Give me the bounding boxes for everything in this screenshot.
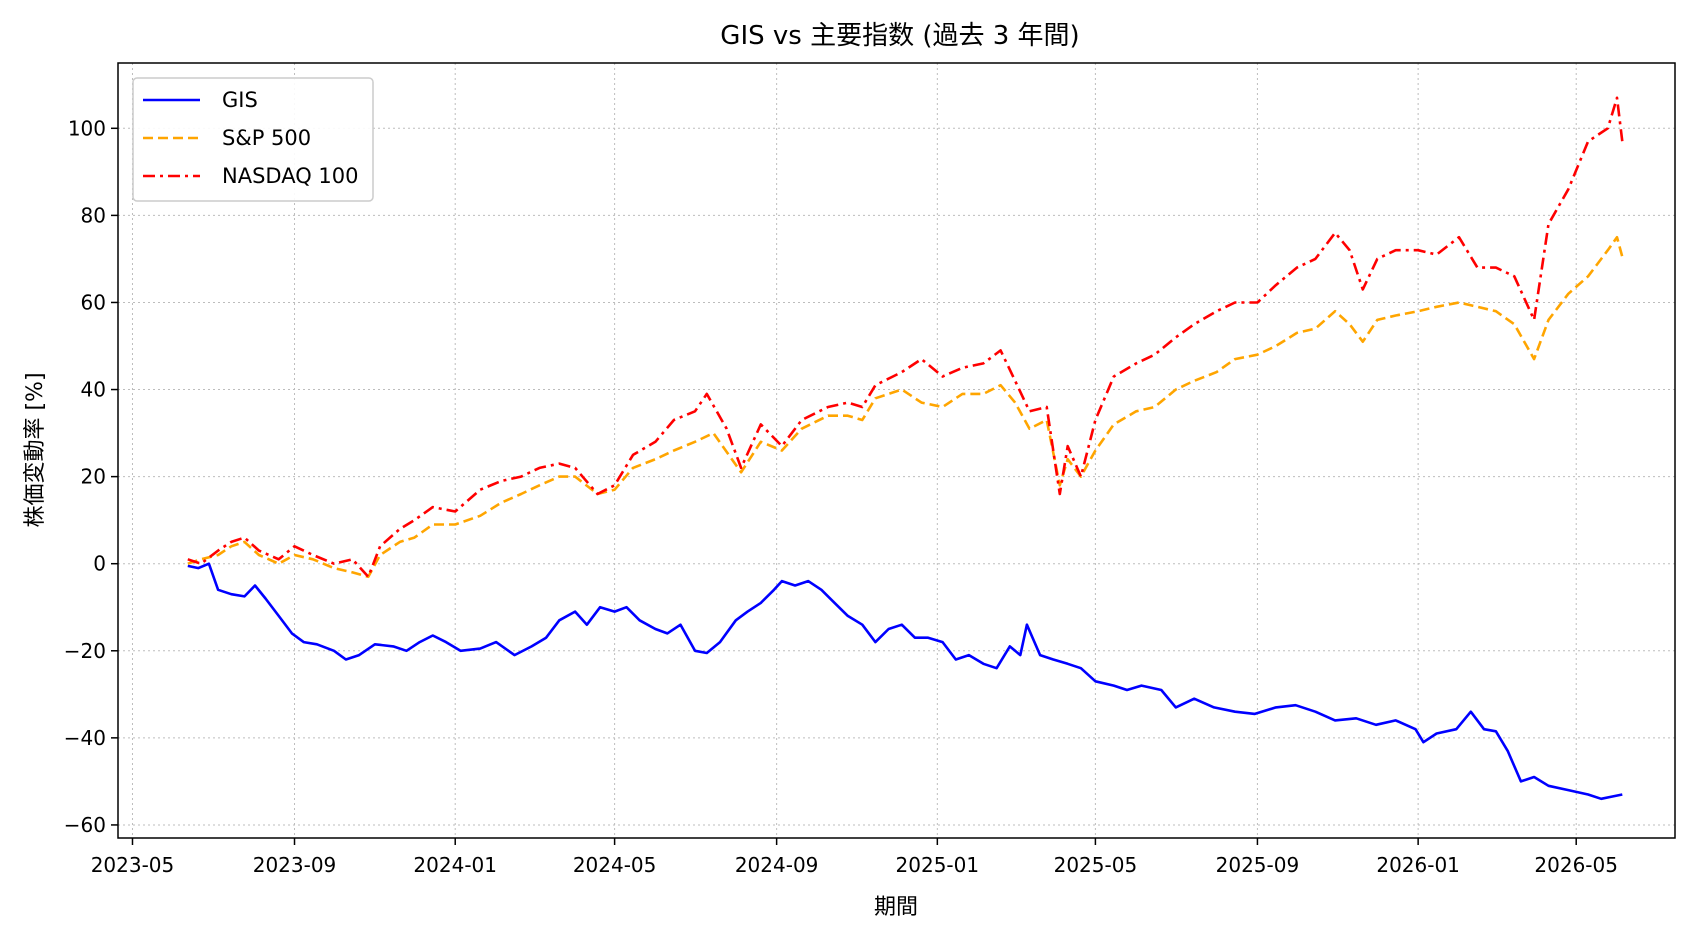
y-tick-label: 80 xyxy=(81,203,106,227)
x-tick-label: 2026-05 xyxy=(1534,853,1618,877)
y-tick-label: −20 xyxy=(64,639,106,663)
x-axis-title: 期間 xyxy=(874,895,918,920)
series-line-3 xyxy=(187,96,1624,579)
legend-box xyxy=(132,77,374,202)
plot-frame xyxy=(117,62,1676,839)
y-tick-label: 0 xyxy=(93,552,106,576)
y-tick-label: 20 xyxy=(81,465,106,489)
legend-label: S&P 500 xyxy=(222,126,311,150)
y-tick-label: −40 xyxy=(64,726,106,750)
x-tick-label: 2025-05 xyxy=(1054,853,1138,877)
y-tick-label: 100 xyxy=(68,116,106,140)
x-tick-label: 2025-09 xyxy=(1216,853,1300,877)
y-axis: −60 −40 −20 0 20 40 60 80 100 xyxy=(64,116,118,837)
series-line-1 xyxy=(187,562,1623,801)
series-lines xyxy=(187,96,1624,801)
x-tick-label: 2024-01 xyxy=(413,853,497,877)
x-tick-label: 2024-09 xyxy=(735,853,819,877)
x-tick-label: 2023-05 xyxy=(91,853,175,877)
series-line-2 xyxy=(187,235,1624,579)
legend-label: GIS xyxy=(222,88,258,112)
grid xyxy=(118,63,1675,838)
x-tick-label: 2026-01 xyxy=(1376,853,1460,877)
y-tick-label: 40 xyxy=(81,378,106,402)
chart-title: GIS vs 主要指数 (過去 3 年間) xyxy=(720,21,1079,51)
legend-label: NASDAQ 100 xyxy=(222,164,359,188)
y-tick-label: −60 xyxy=(64,813,106,837)
x-axis: 2023-05 2023-09 2024-01 2024-05 2024-09 2025-… xyxy=(91,838,1618,877)
y-tick-label: 60 xyxy=(81,290,106,314)
x-tick-label: 2024-05 xyxy=(573,853,657,877)
y-axis-title: 株価変動率 [%] xyxy=(23,372,48,527)
legend: GIS S&P 500 NASDAQ 100 xyxy=(132,77,374,202)
x-tick-label: 2025-01 xyxy=(896,853,980,877)
x-tick-label: 2023-09 xyxy=(253,853,337,877)
